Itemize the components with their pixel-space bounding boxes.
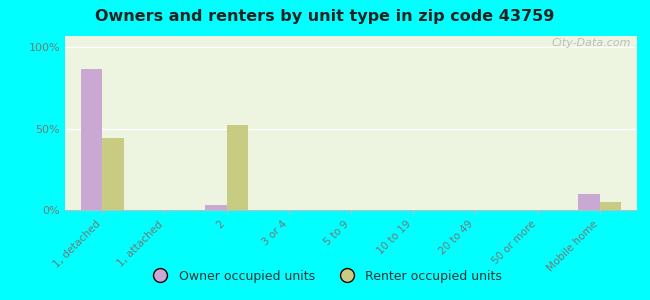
Text: Owners and renters by unit type in zip code 43759: Owners and renters by unit type in zip c… bbox=[96, 9, 554, 24]
Bar bbox=[102, 138, 124, 210]
Bar bbox=[205, 205, 227, 210]
Bar bbox=[227, 125, 248, 210]
Text: City-Data.com: City-Data.com bbox=[552, 38, 631, 48]
Bar bbox=[578, 194, 600, 210]
Bar bbox=[600, 202, 621, 210]
Bar bbox=[81, 68, 102, 210]
Legend: Owner occupied units, Renter occupied units: Owner occupied units, Renter occupied un… bbox=[143, 265, 507, 288]
